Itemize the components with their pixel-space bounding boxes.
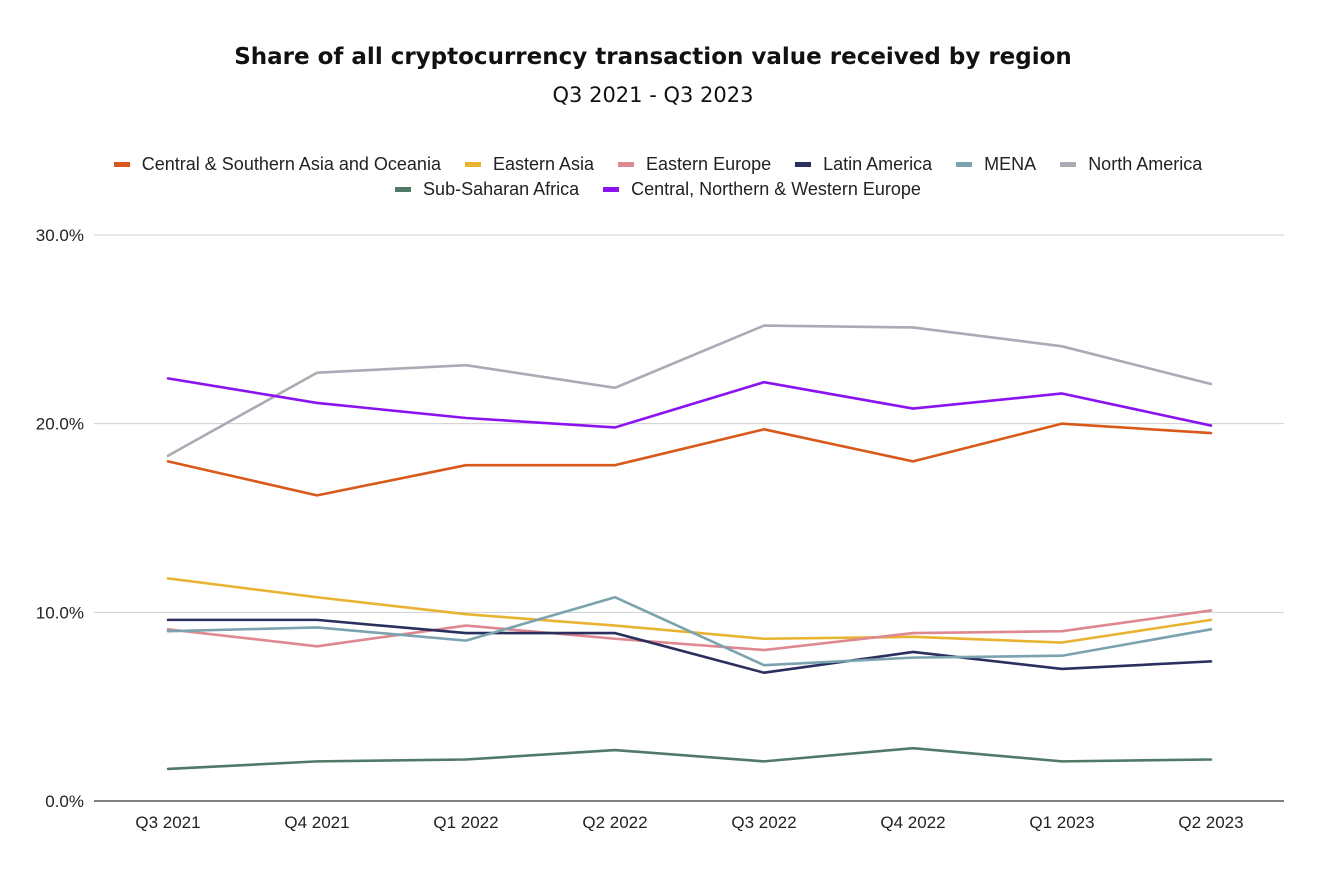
series-line: [166, 618, 1213, 675]
legend-label: Central, Northern & Western Europe: [631, 179, 921, 199]
series-line: [166, 324, 1213, 458]
series-line: [166, 377, 1213, 429]
legend-swatch: [464, 162, 481, 167]
legend-swatch: [113, 162, 130, 167]
legend-item: North America: [1060, 154, 1202, 175]
series-line: [166, 595, 1213, 667]
legend-item: Central, Northern & Western Europe: [603, 179, 921, 200]
x-tick-label: Q1 2022: [433, 813, 498, 832]
legend-swatch: [956, 162, 973, 167]
x-tick-label: Q3 2021: [135, 813, 200, 832]
legend-label: Sub-Saharan Africa: [423, 179, 580, 199]
legend-item: Sub-Saharan Africa: [395, 179, 579, 200]
x-tick-label: Q3 2022: [731, 813, 796, 832]
legend-item: Eastern Europe: [618, 154, 771, 175]
y-tick-label: 20.0%: [36, 415, 84, 434]
legend-label: Eastern Europe: [646, 154, 772, 174]
y-tick-label: 10.0%: [36, 603, 84, 622]
legend-swatch: [1060, 162, 1077, 167]
x-tick-label: Q4 2021: [284, 813, 349, 832]
legend-label: Eastern Asia: [492, 154, 595, 174]
x-tick-label: Q4 2022: [880, 813, 945, 832]
chart-title: Share of all cryptocurrency transaction …: [234, 44, 1072, 70]
legend-label: Central & Southern Asia and Oceania: [141, 154, 441, 174]
legend-row-1: Central & Southern Asia and Oceania Easte…: [0, 154, 1316, 175]
x-tick-label: Q2 2022: [582, 813, 647, 832]
series-line: [166, 577, 1213, 644]
legend-item: Central & Southern Asia and Oceania: [113, 154, 441, 175]
series-line: [166, 609, 1213, 652]
legend-swatch: [603, 187, 620, 192]
legend-item: Latin America: [795, 154, 932, 175]
y-tick-label: 0.0%: [45, 792, 84, 811]
legend-swatch: [618, 162, 635, 167]
legend-item: Eastern Asia: [464, 154, 595, 175]
legend-label: MENA: [984, 154, 1037, 174]
legend-row-2: Sub-Saharan Africa Central, Northern & We…: [0, 179, 1316, 200]
legend-swatch: [795, 162, 812, 167]
series-line: [166, 422, 1213, 497]
legend-item: MENA: [956, 154, 1036, 175]
legend-swatch: [395, 187, 412, 192]
y-tick-label: 30.0%: [36, 226, 84, 245]
legend-label: North America: [1088, 154, 1203, 174]
legend-label: Latin America: [823, 154, 933, 174]
x-tick-label: Q1 2023: [1029, 813, 1094, 832]
x-tick-label: Q2 2023: [1178, 813, 1243, 832]
series-line: [166, 746, 1213, 771]
chart-subtitle: Q3 2021 - Q3 2023: [552, 83, 754, 107]
